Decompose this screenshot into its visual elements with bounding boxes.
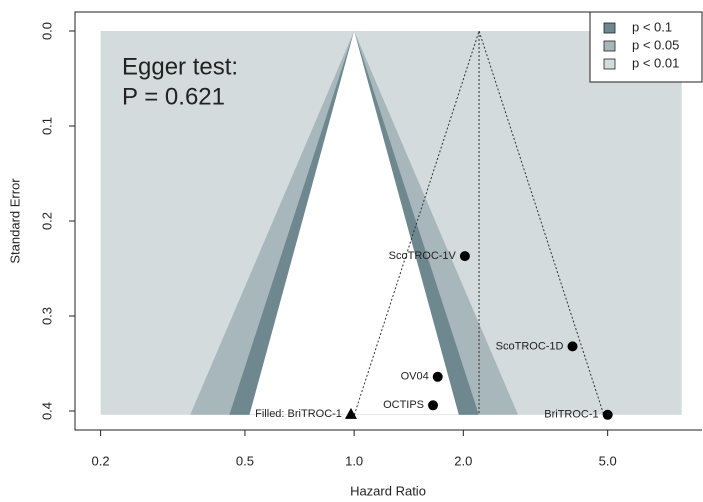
study-label: OCTIPS: [383, 399, 424, 411]
study-point: [428, 400, 439, 411]
study-label: OV04: [401, 371, 429, 383]
funnel-line: [353, 29, 605, 415]
x-tick-label: 0.2: [92, 453, 110, 468]
filled-study-point: [344, 407, 357, 419]
legend: p < 0.1 p < 0.05 p < 0.01: [589, 11, 703, 83]
x-tick-label: 1.0: [345, 453, 363, 468]
x-tick-label: 5.0: [599, 453, 617, 468]
legend-label: p < 0.1: [632, 19, 672, 34]
legend-swatch: [603, 58, 616, 70]
study-point: [602, 409, 613, 420]
study-label: BriTROC-1: [544, 409, 598, 421]
annotation: P = 0.621: [122, 83, 225, 110]
annotation: Egger test:: [122, 53, 238, 80]
y-tick-label: 0.4: [39, 402, 54, 420]
legend-swatch: [603, 22, 616, 34]
study-label: Filled: BriTROC-1: [255, 408, 342, 420]
x-axis-label: Hazard Ratio: [350, 483, 426, 498]
y-tick-label: 0.1: [39, 117, 54, 135]
study-point: [432, 371, 443, 382]
y-tick-label: 0.0: [39, 22, 54, 40]
y-tick-label: 0.2: [39, 212, 54, 230]
x-tick-label: 0.5: [236, 453, 254, 468]
legend-label: p < 0.01: [632, 55, 679, 70]
contour-region: [249, 31, 459, 415]
study-point: [567, 341, 578, 352]
study-label: ScoTROC-1V: [389, 250, 457, 262]
study-point: [459, 251, 470, 262]
study-label: ScoTROC-1D: [496, 340, 564, 352]
x-tick-label: 2.0: [454, 453, 472, 468]
y-axis-label: Standard Error: [7, 178, 22, 264]
legend-label: p < 0.05: [632, 37, 679, 52]
legend-swatch: [603, 40, 616, 52]
y-tick-label: 0.3: [39, 307, 54, 325]
